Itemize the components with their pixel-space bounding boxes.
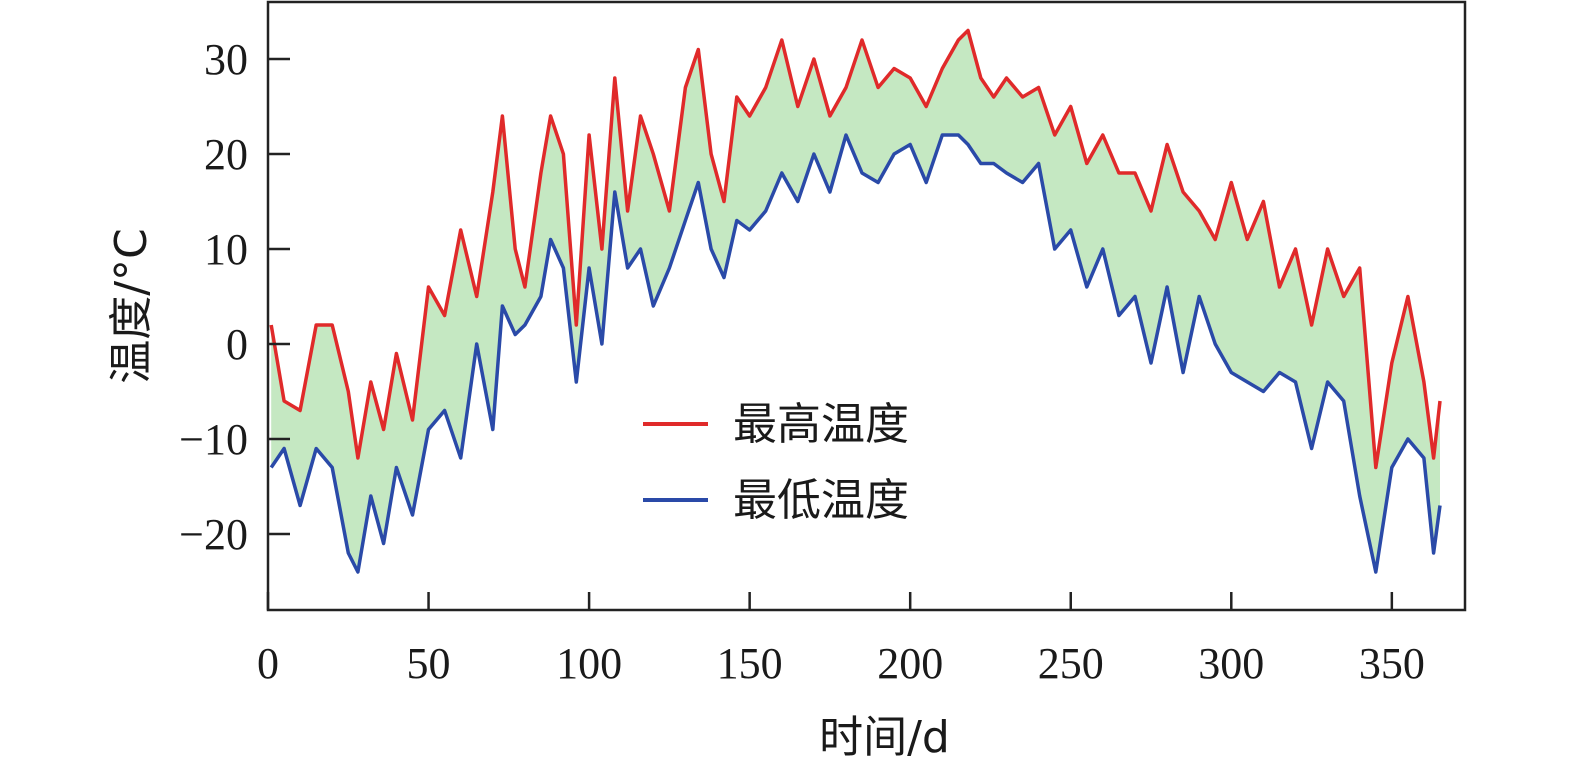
legend-label-max-temp: 最高温度 [733,399,909,450]
x-tick-label: 50 [407,639,451,688]
x-tick-label: 350 [1359,639,1425,688]
series-line-min-temp [269,133,1442,574]
y-tick-label: 30 [204,35,248,84]
x-axis-ticks: 0 50 100 150 200 250 300 350 [257,592,1425,688]
y-axis-ticks: −20 −10 0 10 20 30 [179,35,290,559]
legend: 最高温度 最低温度 [643,399,909,526]
x-tick-label: 200 [877,639,943,688]
x-tick-label: 300 [1198,639,1264,688]
x-tick-label: 250 [1038,639,1104,688]
y-tick-label: −10 [179,415,248,464]
y-axis-title: 温度/°C [106,228,157,384]
x-tick-label: 100 [556,639,622,688]
series-layer [269,28,1442,574]
y-tick-label: 20 [204,130,248,179]
x-axis-title: 时间/d [819,712,950,763]
x-tick-label: 150 [717,639,783,688]
plot-frame [266,0,1467,612]
legend-label-min-temp: 最低温度 [733,475,909,526]
y-tick-label: 0 [226,320,248,369]
y-tick-label: −20 [179,510,248,559]
y-tick-label: 10 [204,225,248,274]
x-tick-label: 0 [257,639,279,688]
series-line-max-temp [269,28,1442,470]
